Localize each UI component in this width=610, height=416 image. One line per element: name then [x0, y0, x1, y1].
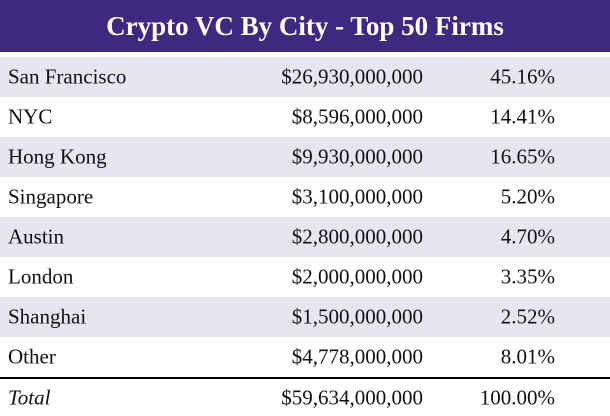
table-row: Other $4,778,000,000 8.01% [0, 337, 610, 377]
table-title: Crypto VC By City - Top 50 Firms [0, 0, 610, 52]
amount: $2,000,000,000 [291, 264, 423, 289]
amount: $26,930,000,000 [281, 64, 423, 89]
city-name: Other [8, 344, 56, 369]
percent: 100.00% [479, 385, 555, 409]
table-row: Hong Kong $9,930,000,000 16.65% [0, 137, 610, 177]
amount: $3,100,000,000 [291, 184, 423, 209]
table-row: Singapore $3,100,000,000 5.20% [0, 177, 610, 217]
table-row: San Francisco $26,930,000,000 45.16% [0, 57, 610, 97]
city-name: Shanghai [8, 304, 87, 329]
table-row: London $2,000,000,000 3.35% [0, 257, 610, 297]
city-name: London [8, 264, 74, 289]
city-name: Austin [8, 224, 65, 249]
percent: 16.65% [490, 144, 555, 169]
percent: 45.16% [490, 64, 555, 89]
percent: 4.70% [500, 224, 555, 249]
city-name: NYC [8, 104, 53, 129]
percent: 14.41% [490, 104, 555, 129]
table-row: Total $59,634,000,000 100.00% [0, 377, 610, 416]
percent: 2.52% [500, 304, 555, 329]
percent: 8.01% [500, 344, 555, 369]
table-body: San Francisco $26,930,000,000 45.16% NYC $8,… [0, 57, 610, 416]
table-row: NYC $8,596,000,000 14.41% [0, 97, 610, 137]
amount: $4,778,000,000 [291, 344, 423, 369]
city-name: Hong Kong [8, 144, 107, 169]
city-name: San Francisco [8, 64, 127, 89]
city-name: Total [8, 385, 51, 409]
percent: 3.35% [500, 264, 555, 289]
amount: $8,596,000,000 [291, 104, 423, 129]
amount: $9,930,000,000 [291, 144, 423, 169]
city-name: Singapore [8, 184, 94, 209]
amount: $1,500,000,000 [291, 304, 423, 329]
table-row: Shanghai $1,500,000,000 2.52% [0, 297, 610, 337]
table-row: Austin $2,800,000,000 4.70% [0, 217, 610, 257]
amount: $59,634,000,000 [281, 385, 423, 409]
percent: 5.20% [500, 184, 555, 209]
amount: $2,800,000,000 [291, 224, 423, 249]
